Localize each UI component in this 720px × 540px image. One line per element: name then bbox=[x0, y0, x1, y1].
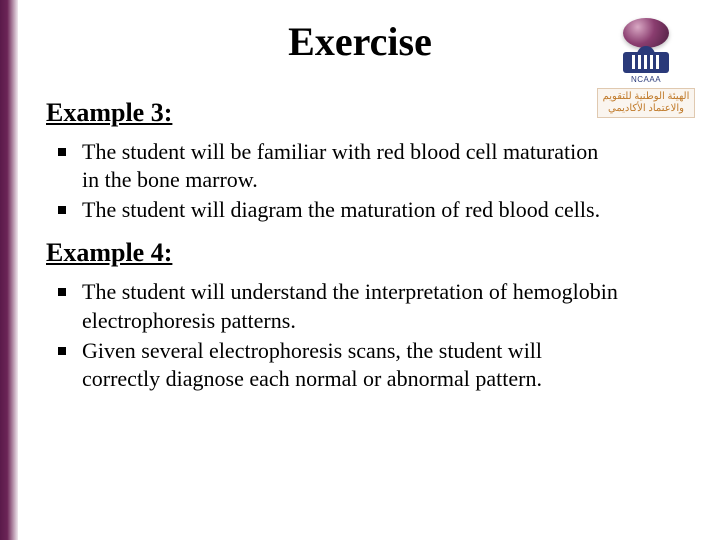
slide-content: Example 3: The student will be familiar … bbox=[46, 92, 690, 407]
example-heading: Example 3: bbox=[46, 98, 690, 128]
bullet-list: The student will understand the interpre… bbox=[46, 278, 690, 393]
list-item: Given several electrophoresis scans, the… bbox=[82, 337, 690, 393]
logo-ncaaa-label: NCAAA bbox=[631, 75, 661, 84]
example-heading: Example 4: bbox=[46, 238, 690, 268]
left-accent-bar bbox=[0, 0, 18, 540]
slide-title: Exercise bbox=[0, 18, 720, 65]
list-item: The student will understand the interpre… bbox=[82, 278, 690, 334]
list-item: The student will be familiar with red bl… bbox=[82, 138, 690, 194]
bullet-list: The student will be familiar with red bl… bbox=[46, 138, 690, 224]
list-item: The student will diagram the maturation … bbox=[82, 196, 690, 224]
